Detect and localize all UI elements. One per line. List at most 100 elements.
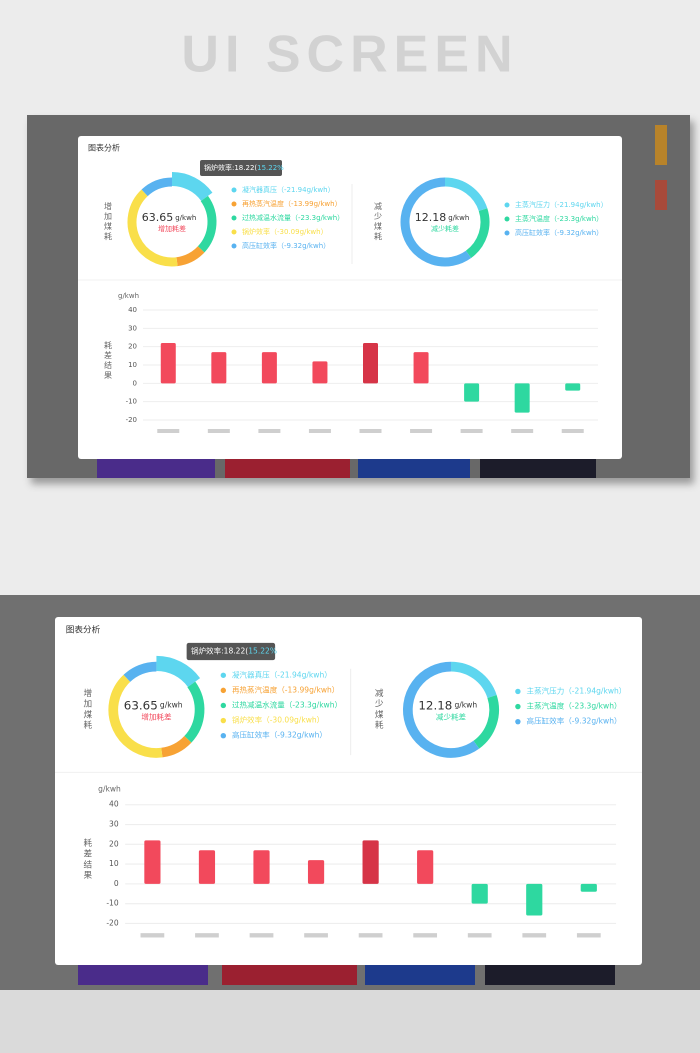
label-placeholder bbox=[258, 429, 281, 433]
center-number: 12.18 bbox=[418, 698, 452, 712]
legend-dot bbox=[231, 187, 237, 193]
legend-dot bbox=[515, 688, 521, 695]
decoration bbox=[97, 459, 215, 478]
y-tick-label: 30 bbox=[109, 820, 119, 829]
legend-label: 锅炉效率（-30.09g/kwh） bbox=[232, 715, 324, 725]
donut-segment bbox=[141, 177, 173, 197]
center-unit: g/kwh bbox=[160, 700, 183, 709]
side-label: 减少煤耗 bbox=[373, 687, 383, 732]
y-tick-label: 20 bbox=[109, 839, 119, 848]
legend-dot bbox=[220, 687, 227, 694]
bar bbox=[580, 883, 597, 892]
tooltip-part: 锅炉效率:18.22( bbox=[191, 646, 248, 656]
bar bbox=[417, 850, 434, 884]
donut-segment bbox=[127, 189, 178, 267]
legend-label: 再热蒸汽温度（-13.99g/kwh） bbox=[242, 199, 342, 208]
side-label: 增加煤耗 bbox=[82, 687, 92, 732]
center-unit: g/kwh bbox=[175, 214, 196, 222]
bar bbox=[514, 383, 530, 413]
background bbox=[0, 990, 700, 1053]
legend-label: 主蒸汽压力（-21.94g/kwh） bbox=[515, 200, 608, 209]
bar bbox=[198, 850, 216, 884]
legend-dot bbox=[515, 718, 521, 725]
bar bbox=[471, 883, 488, 904]
donut-segment bbox=[123, 661, 157, 683]
label-placeholder bbox=[467, 933, 492, 938]
decoration bbox=[655, 180, 667, 210]
center-unit: g/kwh bbox=[448, 214, 469, 222]
y-tick-label: 10 bbox=[128, 361, 137, 369]
decoration bbox=[358, 459, 470, 478]
label-placeholder bbox=[195, 933, 219, 938]
legend-dot bbox=[220, 672, 227, 678]
center-label: 增加耗差 bbox=[141, 711, 172, 721]
panel-title: 图表分析 bbox=[88, 143, 120, 153]
legend-dot bbox=[504, 202, 510, 208]
side-label: 增加煤耗 bbox=[104, 201, 113, 242]
bar bbox=[362, 840, 379, 884]
center-value: 63.65 g/kwh bbox=[142, 211, 197, 224]
y-tick-label: -10 bbox=[126, 398, 137, 406]
legend-label: 高压缸效率（-9.32g/kwh） bbox=[527, 716, 622, 726]
y-unit: g/kwh bbox=[98, 785, 121, 794]
y-tick-label: 10 bbox=[109, 859, 119, 868]
legend-dot bbox=[504, 216, 510, 222]
legend-label: 过热减温水流量（-23.3g/kwh） bbox=[242, 213, 344, 222]
bar bbox=[211, 352, 227, 384]
bar bbox=[160, 343, 176, 384]
donut-segment bbox=[184, 681, 205, 743]
decoration bbox=[78, 965, 208, 985]
label-placeholder bbox=[157, 429, 180, 433]
y-tick-label: -20 bbox=[106, 918, 119, 927]
y-unit: g/kwh bbox=[118, 292, 139, 300]
decoration bbox=[485, 965, 615, 985]
legend-dot bbox=[220, 702, 227, 709]
tooltip: 锅炉效率:18.22(15.22%) bbox=[204, 163, 287, 172]
tooltip: 锅炉效率:18.22(15.22%) bbox=[191, 646, 280, 656]
tooltip-part: ) bbox=[277, 647, 280, 656]
bar bbox=[363, 343, 378, 384]
bar bbox=[464, 383, 480, 402]
legend-dot bbox=[231, 215, 237, 221]
y-tick-label: 20 bbox=[128, 343, 137, 351]
center-label: 减少耗差 bbox=[436, 711, 467, 721]
label-placeholder bbox=[249, 933, 274, 938]
y-tick-label: 0 bbox=[133, 379, 137, 387]
y-tick-label: 40 bbox=[109, 800, 119, 809]
center-number: 63.65 bbox=[124, 698, 158, 712]
bar bbox=[144, 840, 161, 884]
legend-label: 主蒸汽温度（-23.3g/kwh） bbox=[515, 214, 603, 223]
legend-dot bbox=[231, 229, 237, 235]
label-placeholder bbox=[576, 933, 601, 938]
legend-dot bbox=[231, 243, 237, 249]
center-unit: g/kwh bbox=[454, 700, 477, 709]
donut-segment bbox=[400, 177, 472, 267]
donut-segment bbox=[108, 674, 163, 758]
legend-label: 再热蒸汽温度（-13.99g/kwh） bbox=[232, 684, 339, 694]
center-number: 63.65 bbox=[142, 211, 174, 224]
label-placeholder bbox=[522, 933, 547, 938]
y-axis-label: 耗差结果 bbox=[104, 341, 113, 381]
donut-segment bbox=[403, 661, 480, 758]
label-placeholder bbox=[207, 429, 230, 433]
tooltip-part: ) bbox=[284, 164, 287, 172]
bar bbox=[253, 850, 270, 884]
y-tick-label: 0 bbox=[114, 879, 119, 888]
label-placeholder bbox=[358, 933, 383, 938]
legend-label: 主蒸汽温度（-23.3g/kwh） bbox=[527, 701, 622, 711]
legend-dot bbox=[504, 230, 510, 236]
label-placeholder bbox=[561, 429, 584, 433]
decoration bbox=[222, 965, 357, 985]
bar bbox=[312, 361, 328, 384]
donut-segment bbox=[444, 177, 488, 212]
tooltip-box bbox=[186, 642, 276, 661]
y-tick-label: -20 bbox=[126, 416, 137, 424]
donut-segment bbox=[160, 735, 192, 758]
y-tick-label: 30 bbox=[128, 324, 137, 332]
legend-label: 高压缸效率（-9.32g/kwh） bbox=[242, 241, 330, 250]
label-placeholder bbox=[413, 933, 438, 938]
label-placeholder bbox=[308, 429, 331, 433]
donut-segment bbox=[450, 661, 497, 699]
